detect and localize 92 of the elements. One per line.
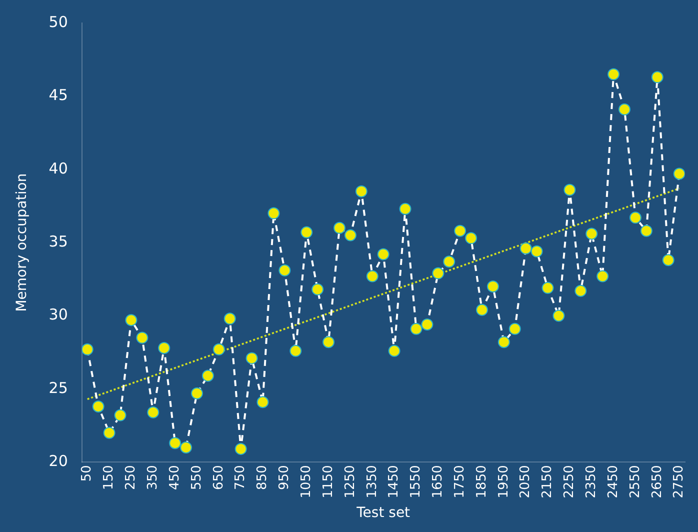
- point: [629, 212, 642, 224]
- point: [399, 202, 412, 215]
- point: [596, 270, 609, 282]
- point: [268, 207, 280, 220]
- y-tick-label: 20: [48, 452, 68, 470]
- x-tick-label: 650: [211, 465, 226, 490]
- point: [290, 344, 302, 357]
- x-tick-label: 1150: [320, 465, 336, 498]
- point: [640, 224, 652, 237]
- x-tick-label: 2050: [518, 465, 534, 498]
- point: [377, 248, 390, 260]
- point: [651, 71, 664, 84]
- point: [312, 283, 324, 296]
- x-tick-label: 1050: [298, 465, 314, 498]
- point: [443, 256, 456, 268]
- x-tick-label: 2550: [628, 465, 643, 498]
- point: [552, 310, 565, 322]
- x-tick-label: 2450: [606, 465, 621, 498]
- point: [300, 226, 313, 238]
- y-tick-label: 30: [48, 306, 68, 324]
- y-tick-label: 50: [48, 12, 68, 31]
- point: [224, 312, 236, 325]
- point: [618, 103, 630, 116]
- point: [432, 267, 444, 280]
- point: [114, 409, 126, 422]
- point: [190, 387, 203, 400]
- point: [410, 322, 422, 335]
- point: [530, 245, 543, 258]
- point: [212, 343, 225, 356]
- x-tick-label: 2250: [562, 465, 578, 498]
- x-tick-label: 350: [146, 465, 161, 490]
- point: [103, 426, 116, 439]
- x-tick-label: 1250: [342, 465, 358, 498]
- point: [673, 168, 685, 180]
- point: [147, 406, 160, 418]
- point: [169, 437, 182, 450]
- point: [486, 280, 499, 292]
- point: [498, 336, 510, 348]
- point: [476, 304, 488, 316]
- x-tick-label: 1450: [386, 465, 402, 498]
- point: [662, 254, 674, 266]
- y-tick-label: 40: [48, 159, 68, 178]
- x-tick-label: 1650: [430, 465, 446, 498]
- point: [564, 184, 576, 196]
- x-tick-label: 2650: [650, 465, 665, 498]
- point: [202, 370, 214, 382]
- point: [180, 441, 192, 454]
- point: [454, 224, 466, 237]
- x-tick-label: 2150: [540, 465, 556, 498]
- point: [465, 232, 478, 244]
- point: [508, 322, 521, 335]
- x-tick-label: 450: [167, 465, 182, 490]
- point: [246, 352, 258, 364]
- y-tick-label: 35: [48, 232, 68, 250]
- x-tick-label: 850: [255, 465, 270, 490]
- point: [608, 68, 620, 80]
- point: [158, 342, 170, 354]
- point: [136, 332, 148, 344]
- point: [574, 284, 587, 297]
- point: [82, 343, 94, 356]
- point: [388, 344, 400, 357]
- point: [234, 442, 247, 455]
- x-tick-label: 250: [124, 465, 139, 490]
- x-tick-label: 2750: [672, 465, 687, 498]
- point: [366, 270, 378, 282]
- x-tick-label: 550: [189, 465, 204, 490]
- point: [278, 264, 291, 276]
- x-tick-label: 750: [233, 465, 248, 490]
- point: [256, 396, 269, 408]
- point: [421, 318, 434, 331]
- point: [542, 282, 554, 294]
- x-tick-label: 1550: [408, 465, 424, 498]
- x-tick-label: 1850: [474, 465, 490, 498]
- x-axis-title: Test set: [356, 505, 411, 522]
- x-tick-label: 950: [277, 465, 292, 490]
- x-tick-label: 2350: [584, 465, 599, 498]
- y-axis-title: Memory occupation: [14, 173, 30, 312]
- point: [355, 185, 368, 198]
- point: [520, 242, 532, 254]
- x-tick-label: 1750: [452, 465, 468, 498]
- x-tick-label: 50: [80, 465, 95, 482]
- point: [333, 222, 346, 234]
- x-tick-label: 150: [102, 465, 117, 490]
- x-tick-label: 1350: [364, 465, 380, 498]
- point: [125, 314, 138, 326]
- y-tick-label: 25: [48, 378, 68, 397]
- point: [322, 336, 335, 348]
- point: [344, 229, 356, 242]
- point: [586, 228, 598, 240]
- y-tick-label: 45: [48, 86, 68, 104]
- x-tick-label: 1950: [496, 465, 512, 498]
- point: [92, 400, 104, 412]
